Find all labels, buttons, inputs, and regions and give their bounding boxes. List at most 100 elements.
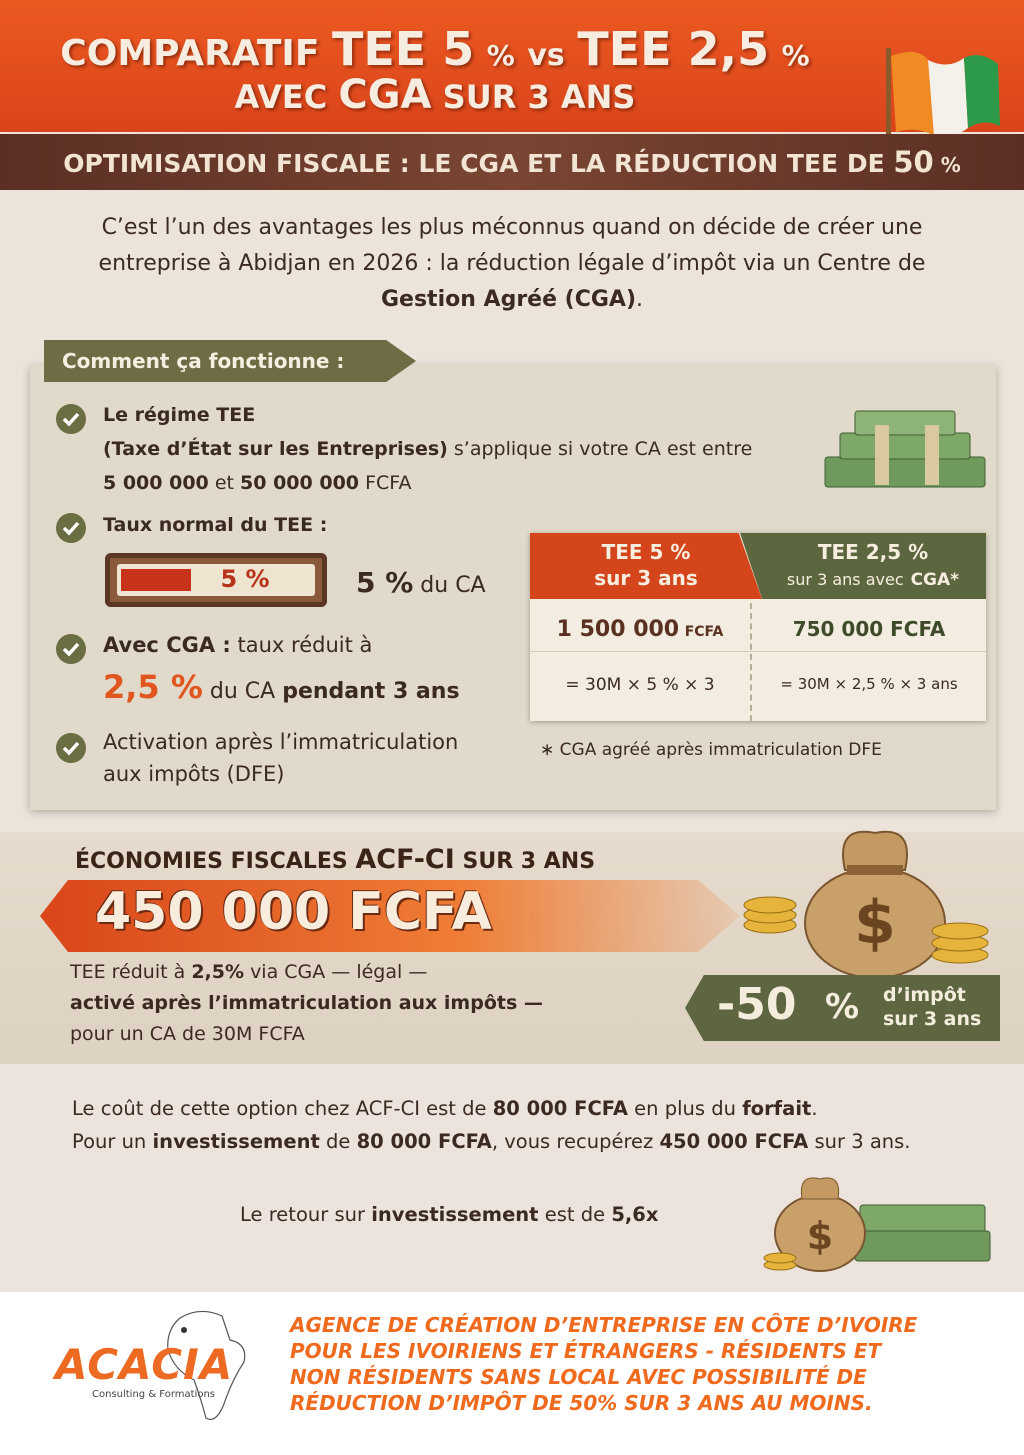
- item-text: taux réduit à: [237, 633, 373, 657]
- intro: C’est l’un des avantages les plus méconn…: [60, 210, 964, 318]
- title-text: AVEC: [234, 78, 328, 116]
- table-header: TEE 5 % sur 3 ans: [530, 533, 762, 599]
- roi-text-part: .: [811, 1097, 818, 1120]
- table-header-text: sur 3 ans avec: [786, 570, 904, 589]
- roi-text-part: Le coût de cette option chez ACF-CI est …: [72, 1097, 487, 1120]
- logo-tagline: Consulting & Formations: [92, 1389, 215, 1400]
- item: Le régime TEE (Taxe d’État sur les Entre…: [103, 398, 823, 500]
- amount-text: 750 000: [792, 617, 884, 641]
- title-text: CGA: [338, 72, 432, 118]
- roi-text-part: 80 000 FCFA: [492, 1097, 628, 1120]
- subtitle: %: [940, 153, 961, 177]
- roi-text: Le coût de cette option chez ACF-CI est …: [72, 1092, 972, 1158]
- roi-text-part: investissement: [371, 1203, 539, 1226]
- item-text: Activation après l’immatriculation: [103, 730, 459, 754]
- item-text: du CA: [209, 679, 276, 704]
- item-text: 2,5 %: [103, 668, 203, 706]
- title-text: COMPARATIF: [60, 33, 320, 74]
- savings-title-text: ÉCONOMIES FISCALES: [75, 849, 348, 874]
- item-text: du CA: [420, 573, 486, 598]
- savings-title-text: ACF-CI: [355, 844, 455, 875]
- africa-outline: [167, 1310, 246, 1420]
- roi-text-part: sur 3 ans.: [814, 1130, 911, 1153]
- title-text: %: [781, 39, 810, 72]
- flag: [886, 48, 1000, 143]
- intro-text: Gestion Agréé (CGA): [380, 287, 637, 312]
- badge-text: d’impôt sur 3 ans: [883, 983, 981, 1031]
- logo: ACACIA: [55, 1340, 234, 1389]
- roi-text-part: 450 000 FCFA: [659, 1130, 809, 1153]
- roi-text-part: 5,6x: [611, 1203, 659, 1226]
- footer-line: RÉDUCTION D’IMPÔT DE 50% SUR 3 ANS AU MO…: [290, 1391, 873, 1415]
- savings-title: ÉCONOMIES FISCALES ACF-CI SUR 3 ANS: [75, 844, 595, 875]
- savings-title-text: SUR 3 ANS: [462, 849, 596, 874]
- item: 2,5 % du CA pendant 3 ans: [103, 668, 460, 706]
- savings-text-part: pour un CA de 30M FCFA: [70, 1023, 305, 1045]
- footer: [0, 1292, 1024, 1455]
- subtitle-band: OPTIMISATION FISCALE : LE CGA ET LA RÉDU…: [0, 134, 1024, 190]
- roi-text-part: , vous recupérez: [491, 1130, 654, 1153]
- roi-text-part: investissement: [152, 1130, 320, 1153]
- item-text: 50 000 000: [240, 472, 360, 494]
- item-text: 5 %: [356, 566, 414, 599]
- table-amount: 1 500 000 FCFA: [530, 617, 750, 642]
- item-text: Taux normal du TEE :: [103, 514, 328, 536]
- section-tag: Comment ça fonctionne :: [44, 340, 416, 382]
- subtitle: OPTIMISATION FISCALE : LE CGA ET LA RÉDU…: [63, 149, 885, 178]
- check-icon: [56, 404, 86, 434]
- roi-text-part: 80 000 FCFA: [356, 1130, 492, 1153]
- roi-text-part: forfait: [742, 1097, 812, 1120]
- savings-text-part: via CGA — légal —: [250, 961, 428, 983]
- item: 5 % du CA: [356, 566, 486, 599]
- header-band: [0, 0, 1024, 132]
- table-header-text: TEE 2,5 %: [817, 540, 929, 564]
- check-icon: [56, 513, 86, 543]
- check-icon: [56, 733, 86, 763]
- title-text: vs: [527, 38, 565, 73]
- item-text: (Taxe d’État sur les Entreprises): [103, 438, 448, 460]
- money-stack: [824, 410, 986, 488]
- roi-text-part: Pour un: [72, 1130, 147, 1153]
- amount-text: 1 500 000: [556, 617, 680, 642]
- amount-text: FCFA: [684, 624, 724, 640]
- title-line-1: COMPARATIF TEE 5 % vs TEE 2,5 %: [0, 22, 870, 76]
- footer-line: NON RÉSIDENTS SANS LOCAL AVEC POSSIBILIT…: [290, 1365, 867, 1389]
- check-icon: [56, 634, 86, 664]
- gauge-label: 5 %: [220, 565, 270, 593]
- footnote: ∗ CGA agréé après immatriculation DFE: [540, 740, 882, 760]
- table-header: TEE 2,5 % sur 3 ans avec CGA*: [740, 533, 986, 599]
- badge-text: -50: [717, 979, 797, 1030]
- item: Activation après l’immatriculation aux i…: [103, 726, 458, 790]
- savings-text-part: TEE réduit à: [70, 961, 186, 983]
- table-formula: = 30M × 5 % × 3: [565, 675, 715, 695]
- table-header-text: TEE 5 %: [601, 540, 691, 564]
- badge-text: %: [825, 987, 860, 1027]
- item: Taux normal du TEE :: [103, 508, 327, 542]
- item-text: et: [214, 472, 234, 494]
- table-amount: 750 000 FCFA: [752, 617, 986, 641]
- amount-text: FCFA: [890, 617, 946, 641]
- item-text: aux impôts (DFE): [103, 762, 285, 786]
- savings-text-part: 2,5%: [191, 961, 245, 983]
- svg-text:$: $: [854, 888, 896, 958]
- subtitle: 50: [893, 145, 934, 179]
- badge-text: sur 3 ans: [883, 1008, 982, 1030]
- item: Avec CGA : taux réduit à: [103, 628, 372, 662]
- title-text: TEE 2,5: [577, 22, 770, 76]
- item-text: s’applique si votre CA est entre: [453, 438, 753, 460]
- money-illustration: $: [763, 1177, 991, 1272]
- roi-text-part: de: [326, 1130, 351, 1153]
- roi-text-part: en plus du: [634, 1097, 736, 1120]
- table-header-text: sur 3 ans: [594, 566, 698, 590]
- footer-text: AGENCE DE CRÉATION D’ENTREPRISE EN CÔTE …: [290, 1312, 1010, 1416]
- title-text: %: [486, 39, 515, 72]
- item-text: Avec CGA :: [103, 633, 231, 657]
- reduction-badge: -50 % d’impôt sur 3 ans: [685, 975, 1000, 1041]
- table-header-text: CGA*: [910, 570, 960, 590]
- item-text: pendant 3 ans: [282, 679, 460, 704]
- item-text: Le régime TEE: [103, 404, 256, 426]
- money-bag: $: [743, 830, 989, 979]
- comparison-table: TEE 5 % sur 3 ans TEE 2,5 % sur 3 ans av…: [530, 533, 986, 721]
- footer-line: POUR LES IVOIRIENS ET ÉTRANGERS - RÉSIDE…: [290, 1339, 882, 1363]
